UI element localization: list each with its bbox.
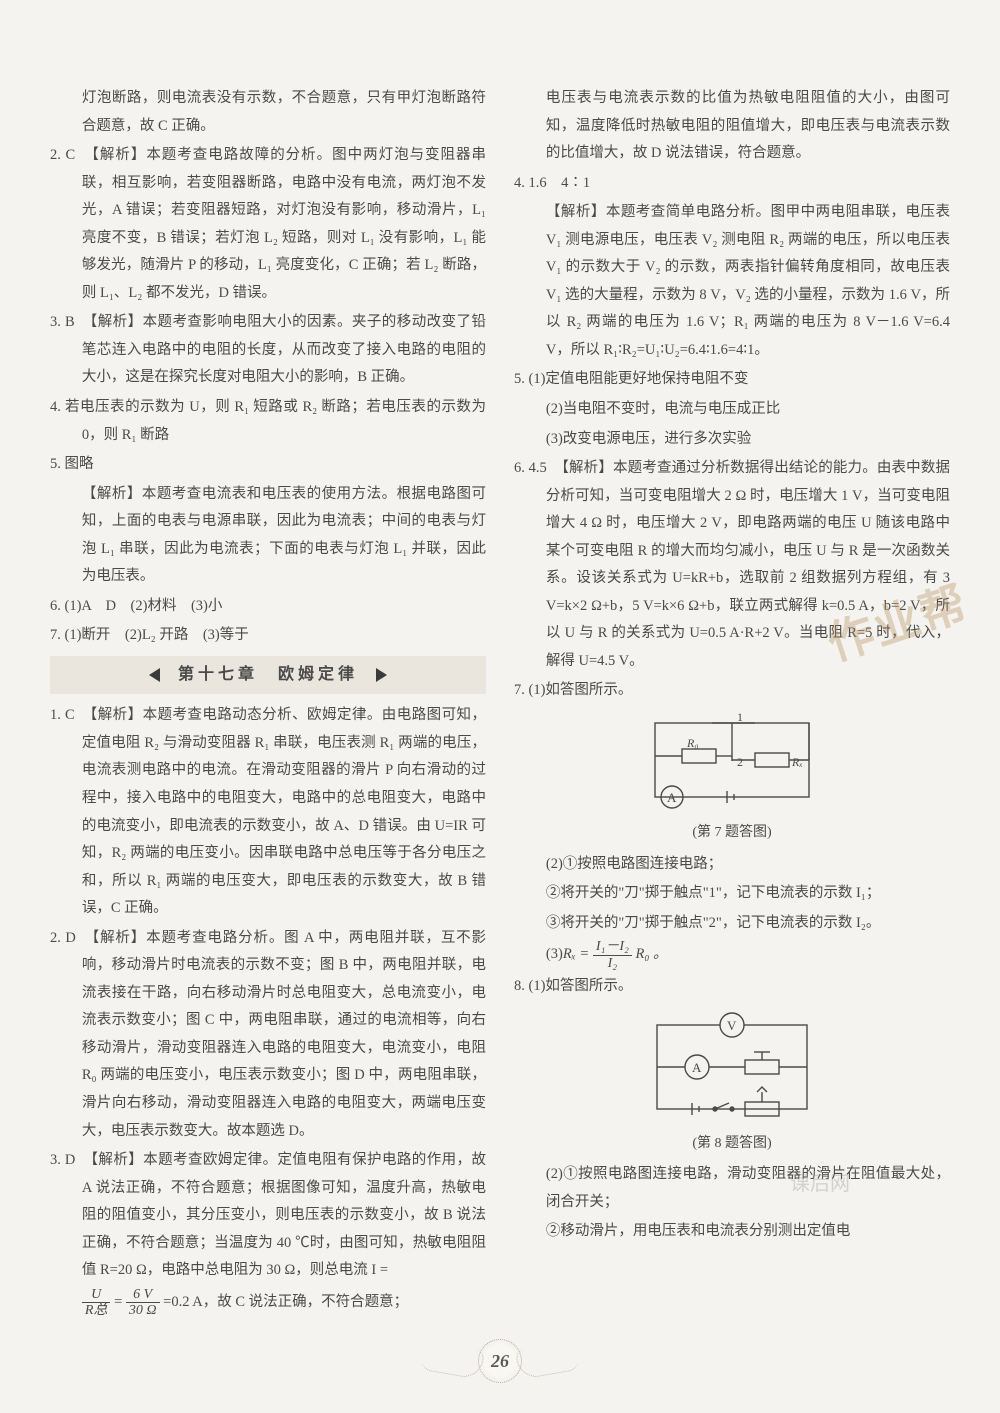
text-block: 1. C 【解析】本题考查电路动态分析、欧姆定律。由电路图可知，定值电阻 R₂ … bbox=[50, 702, 486, 922]
text-block: 8. (1)如答图所示。 bbox=[514, 973, 950, 1001]
text-block: 2. D 【解析】本题考查电路分析。图 A 中，两电阻并联，互不影响，移动滑片时… bbox=[50, 925, 486, 1145]
text-block: 4. 若电压表的示数为 U，则 R₁ 短路或 R₂ 断路；若电压表的示数为 0，… bbox=[50, 394, 486, 449]
text-block: 2. C 【解析】本题考查电路故障的分析。图中两灯泡与变阻器串联，相互影响，若变… bbox=[50, 142, 486, 307]
text-block: 4. 1.6 4∶1 bbox=[514, 170, 950, 198]
svg-text:A: A bbox=[667, 790, 677, 805]
text-block: (2)当电阻不变时，电流与电压成正比 bbox=[514, 396, 950, 424]
text-block: ②将开关的"刀"掷于触点"1"，记下电流表的示数 I₁； bbox=[514, 880, 950, 908]
text-block: ②移动滑片，用电压表和电流表分别测出定值电 bbox=[514, 1218, 950, 1246]
fraction: U R总 bbox=[82, 1287, 111, 1319]
text-block: 【解析】本题考查简单电路分析。图甲中两电阻串联，电压表 V₁ 测电源电压，电压表… bbox=[514, 199, 950, 364]
figure-8-caption: (第 8 题答图) bbox=[692, 1131, 771, 1158]
svg-text:A: A bbox=[692, 1060, 702, 1075]
triangle-left-icon bbox=[149, 668, 160, 682]
text-block: (2)①按照电路图连接电路，滑动变阻器的滑片在阻值最大处，闭合开关； bbox=[514, 1161, 950, 1216]
text-block: 6. (1)A D (2)材料 (3)小 bbox=[50, 593, 486, 621]
text-block: 3. D 【解析】本题考查欧姆定律。定值电阻有保护电路的作用，故 A 说法正确，… bbox=[50, 1147, 486, 1285]
fraction: I₁－I₂ I₂ bbox=[593, 939, 632, 971]
svg-text:2: 2 bbox=[737, 755, 743, 769]
triangle-right-icon bbox=[376, 668, 387, 682]
figure-8: V A bbox=[514, 1007, 950, 1158]
text-block: 7. (1)断开 (2)L₂ 开路 (3)等于 bbox=[50, 622, 486, 650]
chapter-title: 第十七章 欧姆定律 bbox=[178, 660, 358, 690]
text-block: (2)①按照电路图连接电路； bbox=[514, 851, 950, 879]
formula-line: (3)Rₓ = I₁－I₂ I₂ R₀ 。 bbox=[514, 939, 950, 971]
figure-7: 1 2 R₀ Rₓ A bbox=[514, 711, 950, 847]
fraction: 6 V 30 Ω bbox=[126, 1287, 160, 1319]
circuit-diagram-8: V A bbox=[637, 1007, 827, 1127]
chapter-header: 第十七章 欧姆定律 bbox=[50, 656, 486, 694]
formula-tail: =0.2 A，故 C 说法正确，不符合题意； bbox=[163, 1294, 408, 1310]
page-number: 26 bbox=[478, 1339, 522, 1383]
left-column: 灯泡断路，则电流表没有示数，不合题意，只有甲灯泡断路符合题意，故 C 正确。 2… bbox=[50, 85, 486, 1321]
text-block: ③将开关的"刀"掷于触点"2"，记下电流表的示数 I₂。 bbox=[514, 910, 950, 938]
figure-7-caption: (第 7 题答图) bbox=[692, 820, 771, 847]
swirl-right-icon bbox=[515, 1340, 579, 1380]
swirl-left-icon bbox=[421, 1340, 485, 1380]
page-columns: 灯泡断路，则电流表没有示数，不合题意，只有甲灯泡断路符合题意，故 C 正确。 2… bbox=[50, 85, 950, 1321]
circuit-diagram-7: 1 2 R₀ Rₓ A bbox=[637, 711, 827, 816]
text-block: 电压表与电流表示数的比值为热敏电阻阻值的大小，由图可知，温度降低时热敏电阻的阻值… bbox=[514, 85, 950, 168]
text-block: 【解析】本题考查电流表和电压表的使用方法。根据电路图可知，上面的电表与电源串联，… bbox=[50, 481, 486, 591]
right-column: 电压表与电流表示数的比值为热敏电阻阻值的大小，由图可知，温度降低时热敏电阻的阻值… bbox=[514, 85, 950, 1321]
svg-text:Rₓ: Rₓ bbox=[791, 755, 803, 769]
text-block: 5. 图略 bbox=[50, 451, 486, 479]
text-block: 灯泡断路，则电流表没有示数，不合题意，只有甲灯泡断路符合题意，故 C 正确。 bbox=[50, 85, 486, 140]
text-block: 3. B 【解析】本题考查影响电阻大小的因素。夹子的移动改变了铅笔芯连入电路中的… bbox=[50, 309, 486, 392]
text-block: 5. (1)定值电阻能更好地保持电阻不变 bbox=[514, 366, 950, 394]
text-block: (3)改变电源电压，进行多次实验 bbox=[514, 426, 950, 454]
svg-text:V: V bbox=[727, 1018, 737, 1033]
formula-line: U R总 = 6 V 30 Ω =0.2 A，故 C 说法正确，不符合题意； bbox=[50, 1287, 486, 1319]
svg-text:R₀: R₀ bbox=[686, 736, 699, 750]
text-block: 6. 4.5 【解析】本题考查通过分析数据得出结论的能力。由表中数据分析可知，当… bbox=[514, 455, 950, 675]
text-block: 7. (1)如答图所示。 bbox=[514, 677, 950, 705]
svg-text:1: 1 bbox=[737, 711, 743, 724]
